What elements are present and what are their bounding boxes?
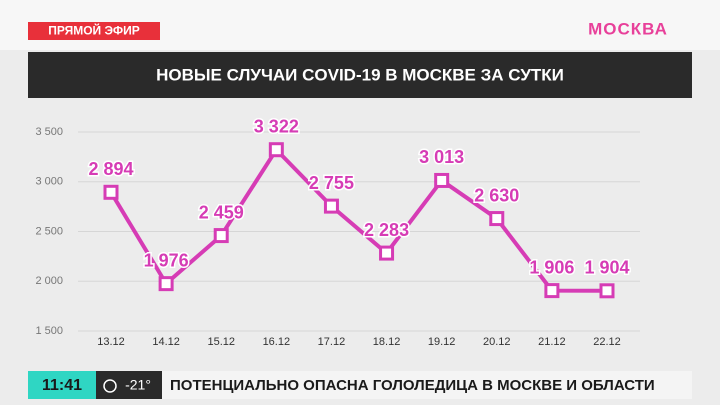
value-label: 1 904 [584, 258, 629, 278]
value-label: 2 630 [474, 185, 519, 205]
value-label: 2 894 [88, 159, 133, 179]
marker [103, 184, 119, 200]
marker [213, 228, 229, 244]
x-tick-label: 15.12 [207, 336, 235, 348]
title-bar [28, 52, 692, 98]
x-tick-label: 19.12 [428, 336, 456, 348]
value-label: 2 283 [364, 220, 409, 240]
temperature: -21° [125, 377, 151, 393]
chart-title: НОВЫЕ СЛУЧАИ COVID-19 В МОСКВЕ ЗА СУТКИ [156, 65, 564, 84]
marker [599, 283, 615, 299]
ticker-text: ПОТЕНЦИАЛЬНО ОПАСНА ГОЛОЛЕДИЦА В МОСКВЕ … [170, 377, 655, 394]
line [109, 147, 608, 293]
x-tick-label: 18.12 [373, 336, 401, 348]
x-tick-label: 13.12 [97, 336, 125, 348]
logo: МОСКВА [588, 19, 668, 38]
marker [544, 283, 560, 299]
marker [323, 198, 339, 214]
plot: 1 500 2 000 2 500 3 000 3 500 13.12 14.12 15.12… [35, 115, 640, 348]
live-badge-text: ПРЯМОЙ ЭФИР [48, 23, 140, 38]
y-tick-label: 2 500 [35, 225, 63, 237]
marker [379, 245, 395, 261]
value-label: 2 755 [309, 173, 354, 193]
y-tick-label: 2 000 [35, 275, 63, 287]
live-badge [28, 22, 160, 40]
value-label: 1 906 [529, 257, 574, 277]
y-tick-label: 3 500 [35, 126, 63, 138]
x-tick-label: 22.12 [593, 336, 621, 348]
value-label: 3 013 [419, 147, 464, 167]
value-label: 2 459 [199, 202, 244, 222]
y-tick-label: 1 500 [35, 325, 63, 337]
y-tick-label: 3 000 [35, 176, 63, 188]
marker [489, 211, 505, 227]
marker [434, 172, 450, 188]
value-label: 3 322 [254, 116, 299, 136]
value-label: 1 976 [144, 250, 189, 270]
weather-box [96, 371, 162, 399]
x-tick-label: 14.12 [152, 336, 180, 348]
x-tick-label: 16.12 [263, 336, 291, 348]
x-tick-label: 20.12 [483, 336, 511, 348]
x-tick-label: 21.12 [538, 336, 566, 348]
marker [268, 142, 284, 158]
marker [158, 276, 174, 292]
x-tick-label: 17.12 [318, 336, 346, 348]
clock: 11:41 [42, 377, 82, 394]
clock-box [28, 371, 96, 399]
weather-icon [103, 379, 117, 393]
